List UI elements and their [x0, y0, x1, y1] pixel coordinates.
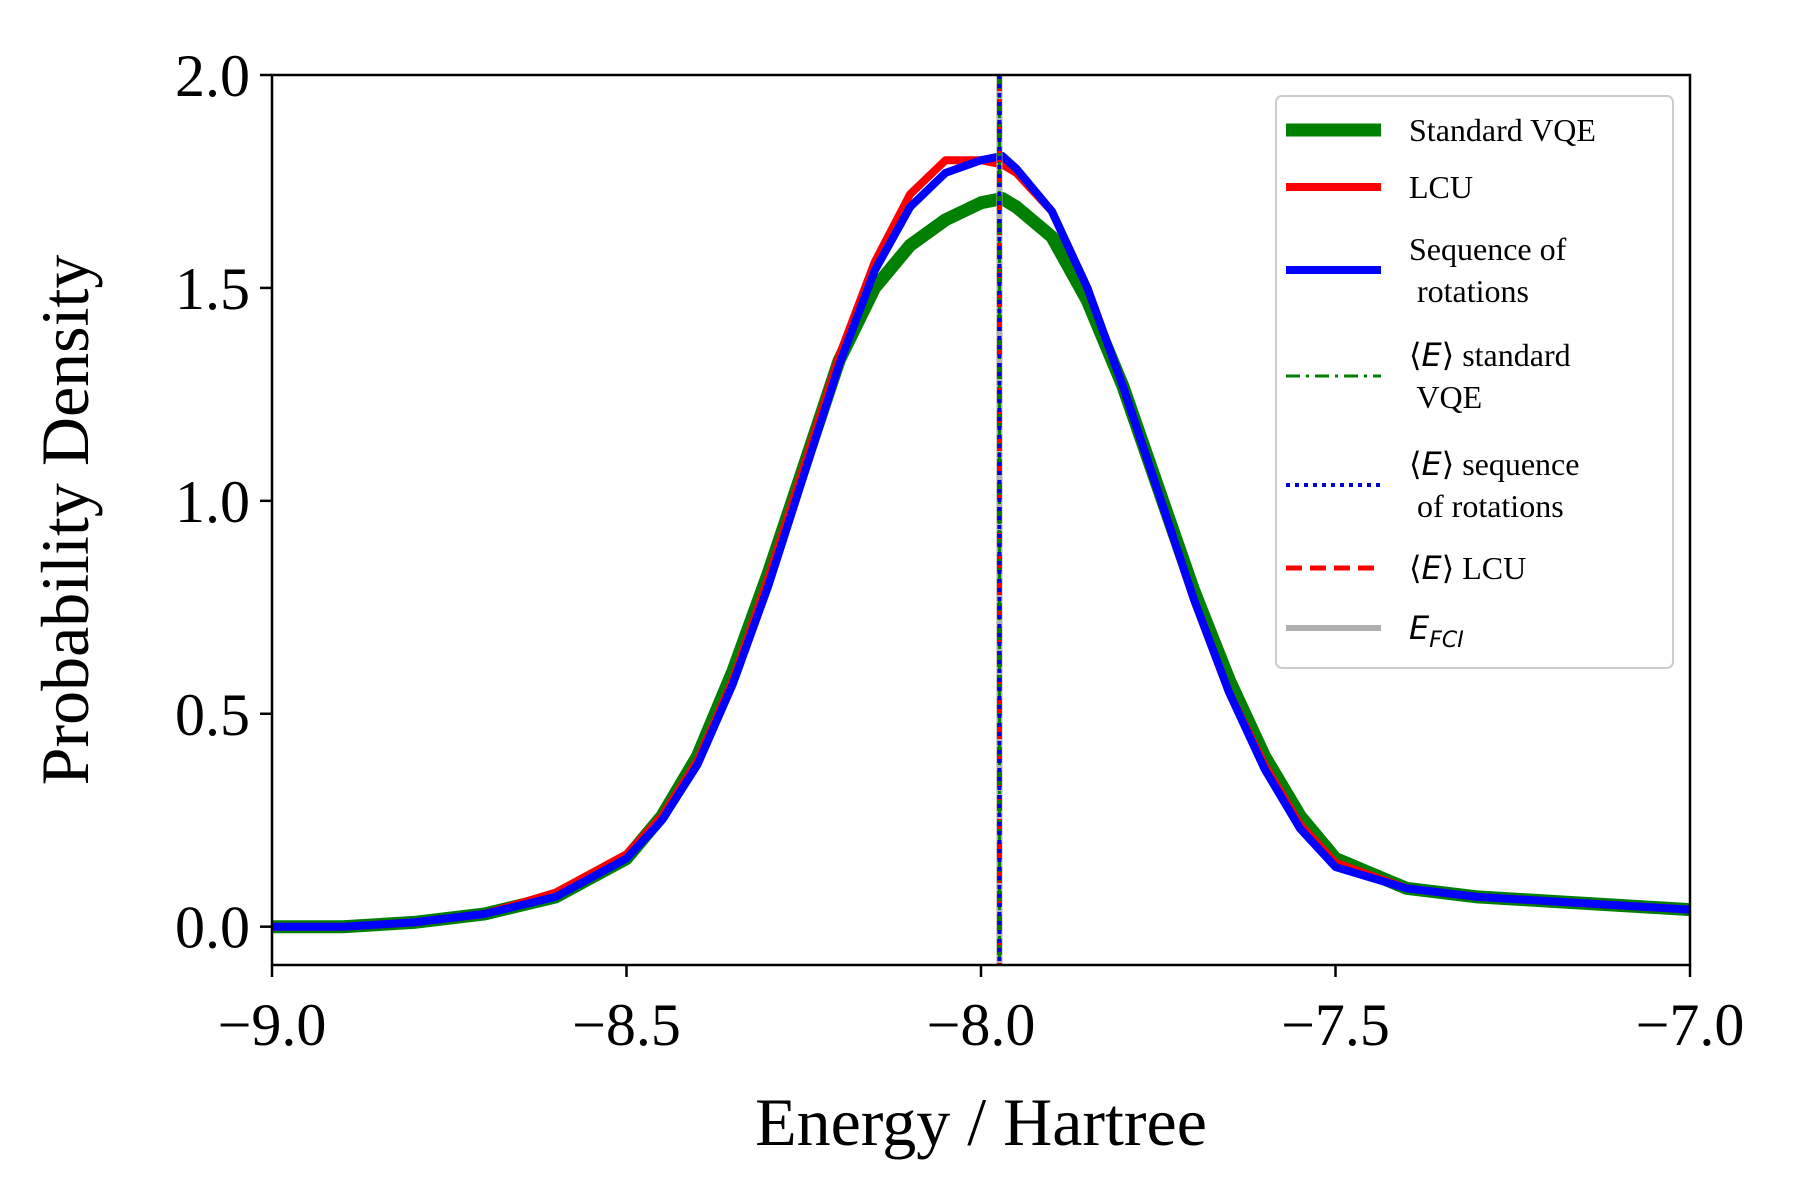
legend-label-1: LCU — [1409, 169, 1473, 205]
legend-box — [1275, 95, 1674, 669]
legend-label-6: EFCI — [1409, 609, 1464, 653]
legend-label-0: Standard VQE — [1409, 112, 1596, 148]
series-line-2 — [272, 151, 1690, 931]
legend: Standard VQE LCU Sequence of rotations ⟨E⟩ … — [1275, 95, 1674, 669]
x-axis-ticks: −9.0 −8.5 −8.0 −7.5 −7.0 — [218, 965, 1745, 1058]
legend-label-3: ⟨E⟩ standard VQE — [1409, 336, 1571, 415]
legend-label-2: Sequence of rotations — [1409, 231, 1567, 309]
y-axis-title: Probability Density — [27, 255, 103, 786]
x-tick-label: −8.0 — [927, 992, 1036, 1058]
y-axis-ticks: 0.0 0.5 1.0 1.5 2.0 — [175, 43, 272, 961]
series-layer — [272, 151, 1690, 934]
legend-label-5: ⟨E⟩ LCU — [1409, 549, 1526, 587]
legend-label-4: ⟨E⟩ sequence of rotations — [1409, 445, 1579, 524]
y-tick-label: 1.5 — [175, 256, 250, 322]
y-tick-label: 1.0 — [175, 469, 250, 535]
y-tick-label: 2.0 — [175, 43, 250, 109]
x-tick-label: −7.5 — [1281, 992, 1390, 1058]
x-tick-label: −8.5 — [572, 992, 681, 1058]
x-axis-title: Energy / Hartree — [755, 1084, 1207, 1160]
y-tick-label: 0.0 — [175, 895, 250, 961]
y-tick-label: 0.5 — [175, 682, 250, 748]
x-tick-label: −9.0 — [218, 992, 327, 1058]
x-tick-label: −7.0 — [1636, 992, 1745, 1058]
